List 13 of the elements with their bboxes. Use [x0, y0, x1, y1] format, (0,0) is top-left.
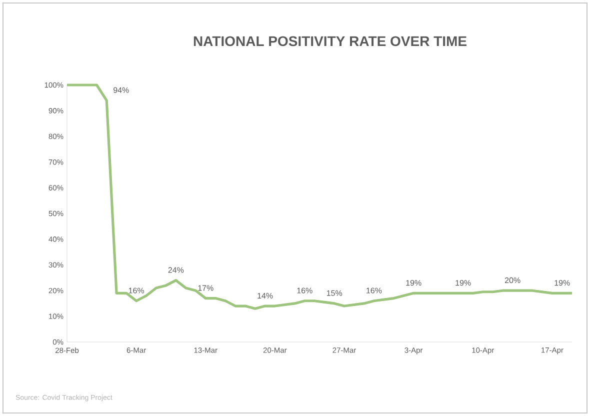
data-label: 19% [554, 280, 570, 286]
data-label: 15% [326, 290, 342, 296]
data-label: 19% [456, 280, 471, 286]
data-label: 17% [198, 285, 214, 291]
data-label: 16% [128, 288, 144, 294]
data-label: 16% [366, 288, 382, 294]
data-label: 24% [168, 267, 184, 273]
data-label: 19% [406, 280, 422, 286]
data-label: 20% [504, 277, 520, 284]
data-label: 16% [297, 288, 312, 294]
data-label: 94% [114, 87, 129, 93]
chart-title: NATIONAL POSITIVITY RATE OVER TIME [194, 36, 466, 46]
data-label: 14% [258, 292, 273, 298]
